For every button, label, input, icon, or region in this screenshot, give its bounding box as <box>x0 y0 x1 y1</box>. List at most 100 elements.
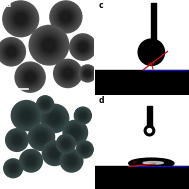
Circle shape <box>80 144 90 154</box>
Circle shape <box>70 35 95 60</box>
Circle shape <box>79 65 96 82</box>
Circle shape <box>65 154 78 167</box>
Circle shape <box>37 96 53 112</box>
Circle shape <box>75 39 91 55</box>
Circle shape <box>26 156 36 165</box>
Circle shape <box>64 122 86 143</box>
Circle shape <box>43 39 55 51</box>
Circle shape <box>138 39 165 65</box>
Circle shape <box>72 36 94 58</box>
Circle shape <box>24 71 36 84</box>
Circle shape <box>15 13 26 24</box>
Circle shape <box>41 37 57 53</box>
Circle shape <box>0 39 25 65</box>
Circle shape <box>58 64 78 83</box>
Circle shape <box>55 61 80 86</box>
Circle shape <box>20 109 33 122</box>
Text: 5°: 5° <box>132 161 138 165</box>
Circle shape <box>24 154 38 167</box>
Circle shape <box>6 4 36 34</box>
Circle shape <box>34 129 49 145</box>
Circle shape <box>40 99 51 110</box>
Circle shape <box>50 1 82 33</box>
Circle shape <box>0 41 22 63</box>
Circle shape <box>64 69 72 78</box>
Circle shape <box>68 157 75 164</box>
Circle shape <box>43 142 66 165</box>
Circle shape <box>21 110 32 121</box>
Circle shape <box>41 105 68 132</box>
Circle shape <box>58 136 74 152</box>
Circle shape <box>52 3 80 31</box>
Circle shape <box>7 162 19 174</box>
Circle shape <box>5 45 18 58</box>
Circle shape <box>84 70 91 77</box>
Circle shape <box>67 125 83 140</box>
Circle shape <box>73 37 93 57</box>
Circle shape <box>17 107 35 125</box>
Circle shape <box>48 112 61 125</box>
Circle shape <box>11 134 23 146</box>
Circle shape <box>79 144 90 155</box>
Circle shape <box>3 43 20 60</box>
Circle shape <box>74 107 91 124</box>
Circle shape <box>69 126 82 139</box>
Circle shape <box>82 146 88 153</box>
Ellipse shape <box>129 158 174 168</box>
Circle shape <box>76 109 89 122</box>
Circle shape <box>80 65 95 81</box>
Circle shape <box>0 40 23 64</box>
Circle shape <box>16 63 44 91</box>
Circle shape <box>66 155 77 167</box>
Circle shape <box>62 67 74 79</box>
Circle shape <box>19 108 33 123</box>
Circle shape <box>81 67 94 80</box>
Circle shape <box>14 137 20 143</box>
Circle shape <box>42 141 67 165</box>
Circle shape <box>45 144 64 163</box>
Circle shape <box>49 147 60 159</box>
Circle shape <box>22 151 40 170</box>
Circle shape <box>7 5 34 33</box>
Circle shape <box>59 10 73 24</box>
Circle shape <box>70 34 96 60</box>
Circle shape <box>12 135 22 145</box>
Circle shape <box>35 31 63 59</box>
Circle shape <box>80 145 89 154</box>
Circle shape <box>9 132 25 148</box>
Circle shape <box>79 143 91 156</box>
Circle shape <box>27 157 35 165</box>
Circle shape <box>5 3 36 35</box>
Circle shape <box>56 7 76 27</box>
Circle shape <box>84 69 91 77</box>
Circle shape <box>38 97 53 112</box>
Circle shape <box>80 113 85 118</box>
Circle shape <box>10 165 17 172</box>
Circle shape <box>6 47 16 57</box>
Circle shape <box>64 121 87 144</box>
Circle shape <box>21 151 41 171</box>
Circle shape <box>60 138 72 150</box>
Circle shape <box>59 65 76 82</box>
Circle shape <box>76 40 90 54</box>
Circle shape <box>20 67 40 87</box>
Circle shape <box>29 125 54 150</box>
Circle shape <box>34 30 64 60</box>
Circle shape <box>31 127 52 147</box>
Circle shape <box>22 69 38 85</box>
Circle shape <box>57 8 74 26</box>
Circle shape <box>50 114 59 123</box>
Circle shape <box>7 47 15 56</box>
Circle shape <box>57 63 79 84</box>
Circle shape <box>81 66 94 80</box>
Circle shape <box>75 108 90 123</box>
Circle shape <box>9 7 32 30</box>
Circle shape <box>50 113 60 123</box>
Circle shape <box>3 1 39 37</box>
Circle shape <box>74 38 92 56</box>
Circle shape <box>63 68 73 78</box>
Circle shape <box>33 29 65 61</box>
Circle shape <box>22 152 40 169</box>
Circle shape <box>74 39 91 56</box>
Circle shape <box>42 101 48 107</box>
